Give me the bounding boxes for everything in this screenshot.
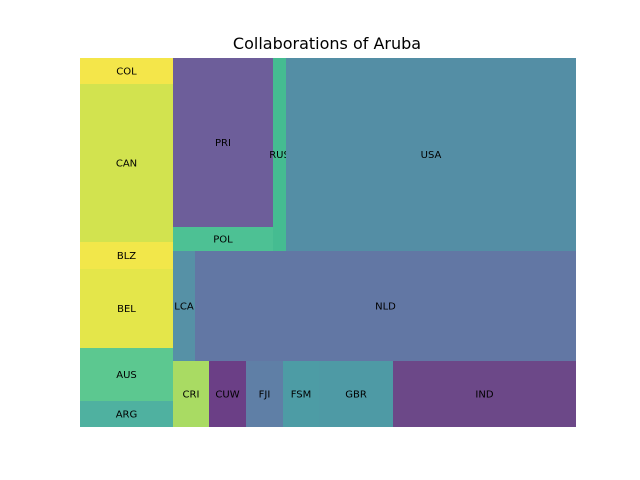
treemap-cell-ind (393, 361, 576, 427)
treemap-cell-usa (286, 58, 576, 251)
treemap-label-pol: POL (213, 235, 233, 246)
treemap-label-rus: RUS (269, 150, 290, 161)
chart-title: Collaborations of Aruba (233, 34, 421, 53)
treemap-cell-arg (80, 401, 173, 427)
treemap-cells: COL CAN BLZ BEL AUS ARG PRI POL RUS USA LCA NLD CRI C… (80, 58, 576, 427)
treemap-cell-cri (173, 361, 209, 427)
treemap-label-fji: FJI (259, 390, 271, 401)
treemap-cell-pol (173, 227, 273, 251)
treemap-cell-fsm (283, 361, 319, 427)
treemap-label-can: CAN (116, 159, 137, 170)
treemap-cell-blz (80, 242, 173, 269)
treemap-label-lca: LCA (174, 302, 194, 313)
treemap-cell-aus (80, 348, 173, 401)
treemap-cell-fji (246, 361, 283, 427)
treemap-label-bel: BEL (117, 304, 136, 315)
treemap-label-usa: USA (421, 150, 442, 161)
treemap-label-nld: NLD (375, 302, 396, 313)
treemap-label-blz: BLZ (117, 251, 136, 262)
treemap-cell-gbr (319, 361, 393, 427)
treemap-label-fsm: FSM (291, 390, 312, 401)
treemap-cell-nld (195, 251, 576, 361)
treemap-label-aus: AUS (116, 370, 137, 381)
treemap-label-ind: IND (475, 390, 493, 401)
treemap-label-gbr: GBR (345, 390, 367, 401)
treemap-cell-pri (173, 58, 273, 227)
treemap-label-cuw: CUW (215, 390, 239, 401)
treemap-cell-lca (173, 251, 195, 361)
treemap-cell-cuw (209, 361, 246, 427)
treemap-label-cri: CRI (183, 390, 200, 401)
treemap-label-col: COL (116, 67, 137, 78)
treemap-cell-rus (273, 58, 286, 251)
treemap-cell-can (80, 84, 173, 242)
treemap-label-arg: ARG (116, 410, 138, 421)
treemap-label-pri: PRI (215, 138, 231, 149)
treemap-cell-col (80, 58, 173, 84)
treemap-cell-bel (80, 269, 173, 348)
